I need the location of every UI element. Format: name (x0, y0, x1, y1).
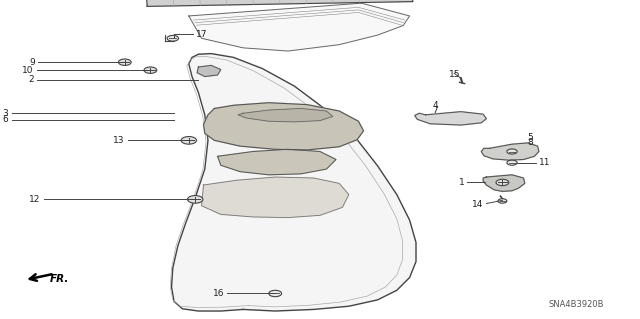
Polygon shape (172, 54, 416, 311)
Polygon shape (483, 175, 525, 191)
Text: 9: 9 (29, 58, 35, 67)
Circle shape (496, 179, 509, 186)
Circle shape (188, 196, 203, 203)
Text: SNA4B3920B: SNA4B3920B (548, 300, 604, 309)
Circle shape (167, 35, 179, 41)
Circle shape (507, 149, 517, 154)
Text: 14: 14 (472, 200, 483, 209)
Circle shape (144, 67, 157, 73)
Text: 2: 2 (28, 75, 34, 84)
Polygon shape (218, 149, 336, 175)
Text: 13: 13 (113, 136, 125, 145)
Text: 16: 16 (212, 289, 224, 298)
Polygon shape (238, 108, 333, 122)
Polygon shape (415, 112, 486, 125)
Text: 17: 17 (196, 30, 207, 39)
Text: 10: 10 (22, 66, 34, 75)
Text: 15: 15 (449, 70, 460, 78)
Text: 6: 6 (3, 115, 8, 124)
Circle shape (507, 160, 517, 165)
Polygon shape (481, 143, 539, 160)
Polygon shape (189, 3, 410, 51)
Circle shape (118, 59, 131, 65)
Circle shape (269, 290, 282, 297)
Text: FR.: FR. (50, 274, 69, 284)
Text: 4: 4 (433, 101, 438, 110)
Circle shape (181, 137, 196, 144)
Text: 8: 8 (527, 138, 532, 147)
Circle shape (498, 199, 507, 203)
Text: 5: 5 (527, 133, 532, 142)
Polygon shape (197, 65, 221, 77)
Polygon shape (202, 177, 349, 218)
Text: 3: 3 (3, 109, 8, 118)
Text: 1: 1 (459, 178, 465, 187)
Text: 12: 12 (29, 195, 40, 204)
Text: 7: 7 (433, 106, 438, 115)
Polygon shape (204, 103, 364, 150)
Polygon shape (147, 0, 413, 6)
Text: 11: 11 (539, 158, 550, 167)
